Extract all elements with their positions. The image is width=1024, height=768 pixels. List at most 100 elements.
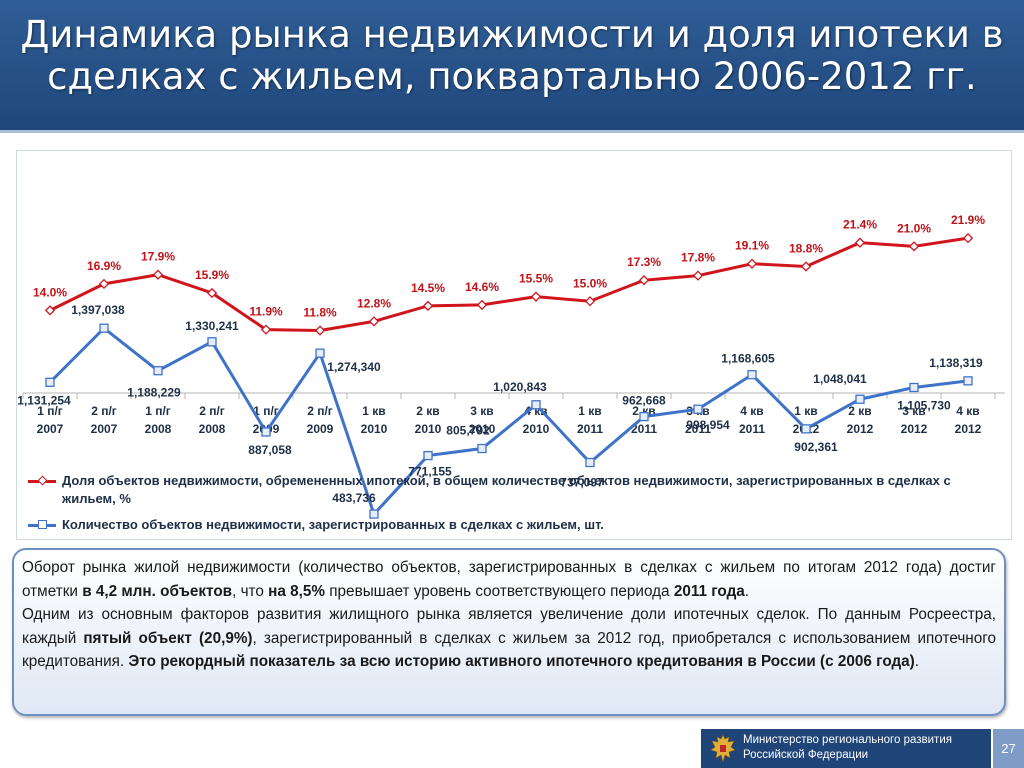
text-fragment: , что [232,582,269,600]
x-tick-label: 2012 [847,422,874,436]
x-tick-label: 2011 [685,422,711,436]
data-point-mortgage-share [962,232,974,244]
title-banner: Динамика рынка недвижимости и доля ипоте… [0,0,1024,133]
x-tick-label: 2010 [469,422,496,436]
x-tick-label: 2011 [631,422,657,436]
data-point-objects-count [909,382,919,393]
x-tick-label: 3 кв [902,404,925,418]
data-label-mortgage-share: 17.9% [141,250,175,264]
data-label-mortgage-share: 12.8% [357,296,391,310]
data-label-mortgage-share: 15.0% [573,276,607,290]
x-tick-label: 1 кв [362,404,385,418]
data-point-objects-count [45,377,55,387]
data-label-mortgage-share: 18.8% [789,241,823,255]
data-label-mortgage-share: 14.6% [465,280,499,294]
text-highlight: на 8,5% [268,582,326,600]
x-tick-label: 2010 [523,422,550,436]
data-label-objects-count: 1,048,041 [813,372,867,386]
chart-legend: Доля объектов недвижимости, обремененных… [28,472,1008,534]
data-point-objects-count [801,424,811,434]
data-label-mortgage-share: 21.9% [951,213,985,227]
data-point-objects-count [99,323,109,333]
data-label-mortgage-share: 11.8% [303,306,337,320]
x-tick-label: 2010 [415,422,442,436]
data-point-mortgage-share [368,316,380,327]
data-point-mortgage-share [206,287,218,299]
text-fragment: . [744,582,750,600]
data-point-objects-count [963,376,973,386]
x-tick-label: 1 кв [794,404,817,418]
data-point-mortgage-share [260,324,272,335]
data-point-objects-count [261,427,271,437]
data-label-objects-count: 902,361 [794,440,838,454]
x-tick-label: 2010 [361,422,388,436]
data-point-mortgage-share [422,300,434,311]
data-label-mortgage-share: 15.5% [519,272,553,286]
x-tick-label: 2 кв [416,404,439,418]
slide-title: Динамика рынка недвижимости и доля ипоте… [0,14,1024,98]
data-point-mortgage-share [314,325,326,336]
data-label-objects-count: 1,397,038 [71,303,125,317]
data-point-mortgage-share [692,270,704,281]
x-tick-label: 2012 [901,422,928,436]
data-label-objects-count: 1,131,254 [17,393,71,407]
data-point-mortgage-share [152,269,164,280]
data-point-objects-count [315,348,325,358]
data-point-mortgage-share [584,296,596,307]
text-fragment: Одним из основным факторов развития жили… [22,606,996,647]
data-point-objects-count [855,394,865,404]
text-fragment: превышает уровень соответствующего перио… [325,582,674,600]
text-highlight: 2011 года [673,582,745,600]
ministry-footer: Министерство регионального развития Росс… [701,729,991,768]
data-point-objects-count [369,509,379,519]
x-tick-label: 2 п/г [91,404,117,418]
data-label-objects-count: 737,097 [560,476,604,490]
data-label-objects-count: 1,274,340 [327,360,381,374]
data-label-mortgage-share: 14.0% [33,285,67,299]
data-label-objects-count: 1,168,605 [721,352,775,366]
x-tick-label: 2008 [199,422,226,436]
data-label-mortgage-share: 21.0% [897,221,931,235]
data-point-objects-count [747,370,757,380]
summary-paragraph-2: Одним из основным факторов развития жили… [22,603,996,674]
data-point-mortgage-share [908,241,920,252]
x-tick-label: 2011 [739,422,765,436]
data-point-mortgage-share [530,291,542,302]
x-tick-label: 1 п/г [145,404,171,418]
series-line-mortgage-share [49,236,969,333]
data-label-mortgage-share: 14.5% [411,281,445,295]
data-label-objects-count: 1,330,241 [185,319,239,333]
x-tick-label: 1 кв [578,404,601,418]
data-label-objects-count: 887,058 [248,443,292,457]
x-tick-label: 4 кв [956,404,979,418]
text-highlight: в 4,2 млн. объектов [82,582,233,600]
data-point-mortgage-share [638,275,650,286]
data-label-mortgage-share: 21.4% [843,218,877,232]
text-fragment: Оборот рынка жилой недвижимости (количес… [22,559,996,600]
legend-label-mortgage-share: Доля объектов недвижимости, обремененных… [62,473,951,506]
x-tick-label: 4 кв [740,404,763,418]
x-tick-label: 2 кв [848,404,871,418]
x-tick-label: 2007 [37,422,64,436]
x-tick-label: 2012 [955,422,982,436]
data-point-mortgage-share [854,237,866,248]
data-point-objects-count [693,404,703,414]
text-highlight: Это рекордный показатель за всю историю … [128,653,915,670]
data-label-mortgage-share: 17.8% [681,251,715,265]
x-tick-label: 2011 [577,422,603,436]
data-point-objects-count [423,450,433,461]
data-point-objects-count [639,411,649,422]
data-label-objects-count: 962,668 [622,394,666,408]
data-label-objects-count: 1,138,319 [929,356,983,370]
data-label-objects-count: 1,105,730 [897,398,951,412]
data-label-objects-count: 805,792 [446,424,490,438]
data-label-mortgage-share: 11.9% [249,305,283,319]
series-line-objects-count [48,326,969,517]
data-label-objects-count: 1,188,229 [127,386,181,400]
legend-label-objects-count: Количество объектов недвижимости, зареги… [62,517,604,532]
legend-item-mortgage-share: Доля объектов недвижимости, обремененных… [28,472,1008,508]
data-point-mortgage-share [476,299,488,311]
text-fragment: , зарегистрированный в сделках с жильем … [22,629,996,671]
x-tick-label: 1 п/г [253,404,279,418]
x-tick-label: 2009 [307,422,334,436]
